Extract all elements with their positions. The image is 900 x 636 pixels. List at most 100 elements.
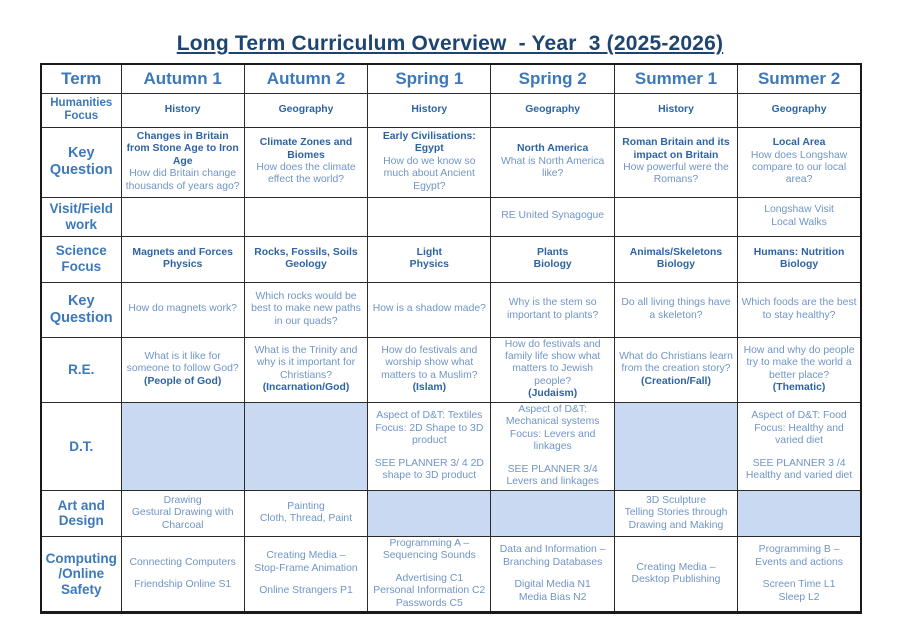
row-label-line: work xyxy=(65,216,97,232)
row-label-line: Focus xyxy=(61,259,102,274)
cell-text-line: Geology xyxy=(285,259,327,270)
cell-art-and-design-spring-1 xyxy=(367,489,492,537)
cell-dt-spring-2: Aspect of D&T: Mechanical systems Focus: L… xyxy=(490,401,615,491)
row-label-art-and-design: Art and Design xyxy=(40,489,122,537)
cell-text-line: 3D Sculpture xyxy=(645,494,707,506)
cell-key-question-1-summer-2: Local Area How does Longshaw compare to o… xyxy=(737,126,862,198)
cell-text-line: How do festivals and family life show wh… xyxy=(504,338,601,387)
cell-text-line: Mechanical systems xyxy=(505,416,600,428)
cell-re-summer-1: What do Christians learn from the creati… xyxy=(613,336,739,403)
row-label-line: Key xyxy=(67,145,95,162)
cell-computing-online-safety-summer-2: Programming B – Events and actions Screen … xyxy=(737,535,862,614)
cell-text-line: Sequencing Sounds xyxy=(382,550,476,562)
cell-text-line: Telling Stories through xyxy=(624,507,728,519)
cell-art-and-design-summer-1: 3D Sculpture Telling Stories through Drawi… xyxy=(613,489,739,537)
cell-text-line: Sleep L2 xyxy=(778,591,820,603)
cell-text-line: How did Britain change thousands of year… xyxy=(125,168,240,192)
cell-spacer xyxy=(494,569,610,579)
cell-key-question-2-autumn-2: Which rocks would be best to make new pa… xyxy=(243,281,369,338)
cell-text-line: Humans: Nutrition xyxy=(753,246,845,258)
cell-text-line: Stop-Frame Animation xyxy=(254,562,358,574)
header-cell-spring-1: Spring 1 xyxy=(367,63,492,94)
cell-text-line: Geography xyxy=(771,103,827,115)
row-art-and-design: Art and Design Drawing Gestural Drawing wit… xyxy=(40,489,862,537)
cell-text-line: Early Civilisations: Egypt xyxy=(382,130,476,155)
cell-text-line: Connecting Computers xyxy=(129,556,236,568)
cell-key-question-1-spring-2: North America What is North America like? xyxy=(490,126,615,198)
header-cell-autumn-2: Autumn 2 xyxy=(243,63,369,94)
cell-text-line: Longshaw Visit xyxy=(764,204,834,216)
row-label-line: Science xyxy=(55,243,107,259)
row-label-computing-online-safety: Computing/Online Safety xyxy=(40,535,122,614)
cell-key-question-1-autumn-2: Climate Zones and Biomes How does the cli… xyxy=(243,126,369,198)
cell-text-line: (Thematic) xyxy=(772,382,826,394)
cell-text-line: Friendship Online S1 xyxy=(134,579,232,591)
row-key-question-1: Key Question Changes in Britain from Stone… xyxy=(40,126,862,198)
cell-text-line: Why is the stem so important to plants? xyxy=(507,297,599,321)
cell-text-line: Drawing and Making xyxy=(628,519,724,531)
cell-text-line: How powerful were the Romans? xyxy=(623,162,729,186)
cell-text-line: History xyxy=(411,103,448,115)
cell-re-spring-2: How do festivals and family life show wh… xyxy=(490,336,615,403)
header-cell-autumn-1: Autumn 1 xyxy=(120,63,245,94)
cell-text-line: Digital Media N1 xyxy=(514,579,591,591)
row-humanities-focus: Humanities Focus History Geography History Ge… xyxy=(40,92,862,128)
cell-visit-field-work-autumn-2 xyxy=(243,196,369,237)
cell-text-line: Aspect of D&T: xyxy=(518,403,588,415)
cell-humanities-focus-spring-2: Geography xyxy=(490,92,615,128)
cell-text-line: History xyxy=(164,103,201,115)
header-cell-summer-1: Summer 1 xyxy=(613,63,739,94)
cell-computing-online-safety-spring-1: Programming A – Sequencing Sounds Advertis… xyxy=(367,535,492,614)
cell-text-line: Climate Zones and Biomes xyxy=(259,137,353,161)
cell-text-line: Creating Media – xyxy=(266,550,346,562)
cell-text-line: SEE PLANNER 3 /4 xyxy=(752,457,846,469)
cell-humanities-focus-spring-1: History xyxy=(367,92,492,128)
row-computing-online-safety: Computing/Online Safety Connecting Compute… xyxy=(40,535,862,614)
cell-text-line: Light xyxy=(416,246,443,258)
cell-visit-field-work-summer-2: Longshaw Visit Local Walks xyxy=(737,196,862,237)
header-cell-spring-2: Spring 2 xyxy=(490,63,615,94)
cell-text-line: Focus: Healthy and varied diet xyxy=(754,422,844,447)
row-label-dt: D.T. xyxy=(40,401,122,491)
cell-dt-autumn-2 xyxy=(243,401,369,491)
cell-text-line: How do festivals and worship show what m… xyxy=(381,344,478,381)
cell-text-line: How do we know so much about Ancient Egy… xyxy=(383,155,476,192)
cell-text-line: Events and actions xyxy=(755,556,843,568)
cell-humanities-focus-autumn-2: Geography xyxy=(243,92,369,128)
cell-text-line: Painting xyxy=(287,500,325,512)
cell-key-question-2-autumn-1: How do magnets work? xyxy=(120,281,245,338)
cell-text-line: Changes in Britain from Stone Age to Iro… xyxy=(126,130,239,167)
cell-dt-autumn-1 xyxy=(120,401,245,491)
cell-key-question-2-spring-2: Why is the stem so important to plants? xyxy=(490,281,615,338)
cell-key-question-1-autumn-1: Changes in Britain from Stone Age to Iro… xyxy=(120,126,245,198)
cell-text-line: Branching Databases xyxy=(502,556,603,568)
cell-computing-online-safety-summer-1: Creating Media – Desktop Publishing xyxy=(613,535,739,614)
row-visit-field-work: Visit/Field work RE United Synagogue Longsh… xyxy=(40,196,862,237)
cell-science-focus-spring-1: Light Physics xyxy=(367,235,492,283)
cell-text-line: SEE PLANNER 3/4 Levers and linkages xyxy=(506,463,599,488)
cell-re-spring-1: How do festivals and worship show what m… xyxy=(367,336,492,403)
page-title: Long Term Curriculum Overview - Year 3 (… xyxy=(176,32,724,55)
cell-text-line: Biology xyxy=(656,259,696,270)
header-row: Term Autumn 1 Autumn 2 Spring 1 Spring 2 Summ… xyxy=(40,63,862,94)
cell-science-focus-autumn-2: Rocks, Fossils, Soils Geology xyxy=(243,235,369,283)
cell-computing-online-safety-spring-2: Data and Information – Branching Database… xyxy=(490,535,615,614)
cell-key-question-2-summer-2: Which foods are the best to stay healthy… xyxy=(737,281,862,338)
cell-text-line: Passwords C5 xyxy=(395,597,463,609)
cell-text-line: Geography xyxy=(278,103,334,115)
cell-text-line: Creating Media – xyxy=(636,561,716,573)
row-label-line: Focus xyxy=(64,110,99,122)
cell-computing-online-safety-autumn-2: Creating Media – Stop-Frame Animation Onli… xyxy=(243,535,369,614)
row-dt: D.T. Aspect of D&T: Textiles Focus: 2D Sha… xyxy=(40,401,862,491)
row-label-line: Art and xyxy=(57,497,105,513)
cell-spacer xyxy=(125,569,241,579)
cell-science-focus-summer-1: Animals/Skeletons Biology xyxy=(613,235,739,283)
row-label-line: Humanities xyxy=(50,96,113,109)
cell-art-and-design-summer-2 xyxy=(737,489,862,537)
cell-art-and-design-autumn-2: Painting Cloth, Thread, Paint xyxy=(243,489,369,537)
cell-text-line: Programming B – xyxy=(758,544,840,556)
row-label-re: R.E. xyxy=(40,336,122,403)
cell-dt-spring-1: Aspect of D&T: Textiles Focus: 2D Shape t… xyxy=(367,401,492,491)
cell-text-line: North America xyxy=(517,143,589,155)
